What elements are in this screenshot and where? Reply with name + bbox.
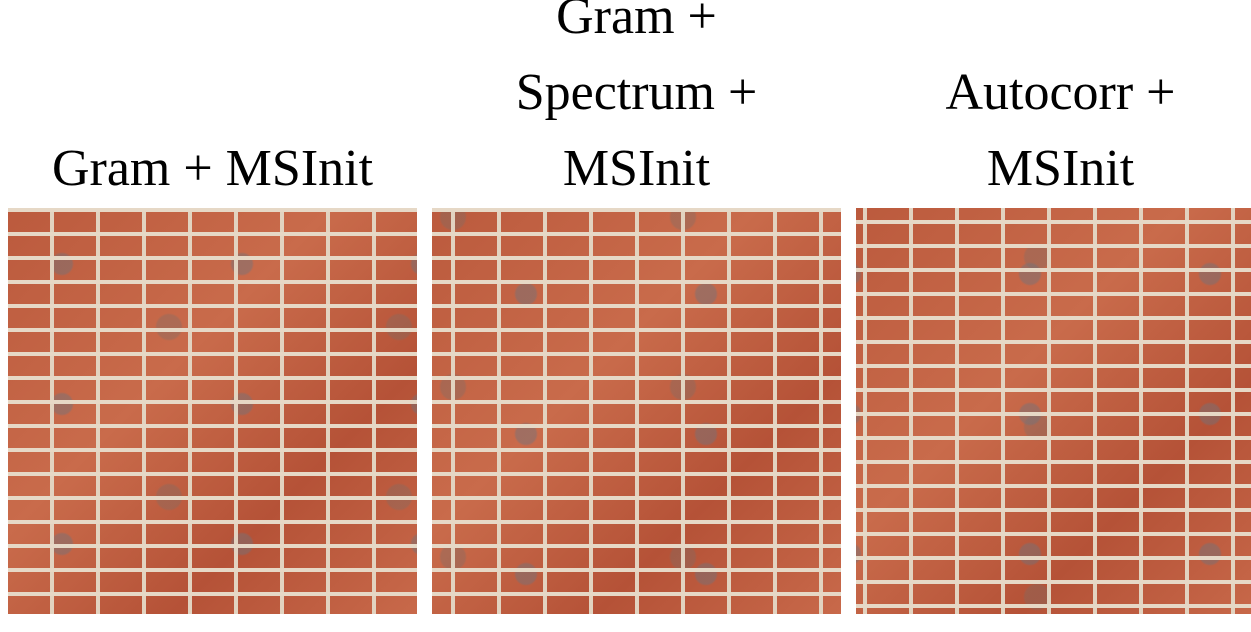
caption-line: Gram + MSInit — [51, 140, 374, 197]
panel-caption: Gram + MSInit — [8, 131, 417, 207]
panel-autocorr-msinit: Autocorr + MSInit — [856, 0, 1251, 632]
brick-texture-image — [432, 208, 841, 614]
caption-line: MSInit — [986, 140, 1135, 197]
panel-gram-spectrum-msinit: Gram + Spectrum + MSInit — [432, 0, 841, 632]
caption-line: Gram + — [556, 0, 717, 45]
brick-texture-image — [856, 208, 1251, 614]
caption-line: Spectrum + — [515, 64, 758, 121]
panel-gram-msinit: Gram + MSInit — [8, 0, 417, 632]
caption-line: Autocorr + — [945, 64, 1176, 121]
caption-line: MSInit — [562, 140, 711, 197]
panel-caption: Gram + Spectrum + MSInit — [432, 0, 841, 207]
panel-caption: Autocorr + MSInit — [856, 55, 1251, 207]
brick-texture-image — [8, 208, 417, 614]
